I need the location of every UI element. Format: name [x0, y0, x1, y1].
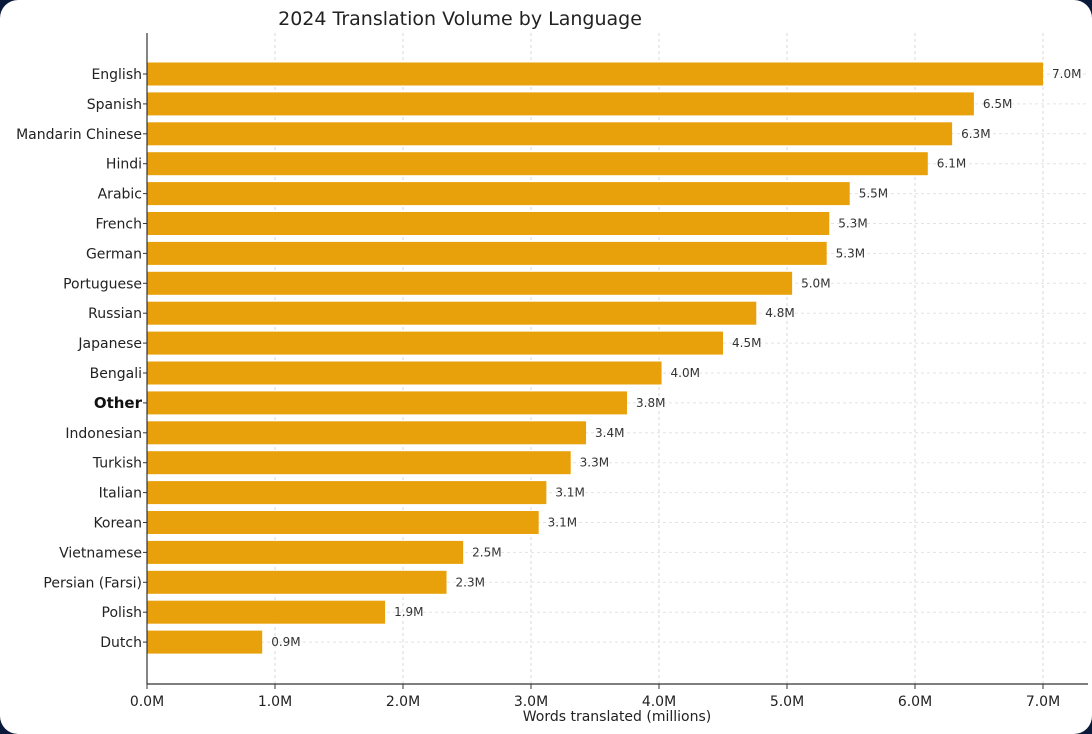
bars: 7.0M 6.5M 6.3M 6.1M 5.5M 5.3M 5.3M 5.0M 4.8M 4.5M…	[147, 62, 1081, 654]
category-label: Hindi	[106, 157, 142, 173]
value-label: 4.0M	[671, 366, 700, 380]
category-label: Persian (Farsi)	[43, 575, 142, 591]
category-label: Indonesian	[65, 426, 142, 442]
value-label: 1.9M	[394, 605, 423, 619]
x-tick-label: 4.0M	[642, 694, 676, 710]
bar-portuguese	[147, 271, 793, 295]
category-label: Spanish	[87, 97, 142, 113]
chart-title: 2024 Translation Volume by Language	[278, 8, 642, 30]
bar-arabic	[147, 182, 850, 206]
bar-polish	[147, 600, 386, 624]
category-label: Bengali	[90, 366, 142, 382]
axes: 0.0M 1.0M 2.0M 3.0M 4.0M 5.0M 6.0M 7.0M English S…	[16, 33, 1088, 710]
bar-spanish	[147, 92, 974, 116]
bar-italian	[147, 481, 547, 505]
value-label: 5.3M	[838, 217, 867, 231]
value-label: 7.0M	[1052, 67, 1081, 81]
x-tick-label: 2.0M	[386, 694, 420, 710]
x-tick-label: 0.0M	[130, 694, 164, 710]
bar-other	[147, 391, 627, 415]
value-label: 6.1M	[937, 157, 966, 171]
category-label: Polish	[102, 605, 142, 621]
category-label: English	[91, 67, 142, 83]
bar-english	[147, 62, 1043, 86]
bar-korean	[147, 511, 539, 534]
bar-bengali	[147, 361, 662, 385]
category-label: French	[95, 217, 142, 233]
category-label: Dutch	[100, 635, 142, 651]
value-label: 3.4M	[595, 426, 624, 440]
bar-vietnamese	[147, 540, 464, 564]
bar-german	[147, 241, 827, 265]
value-label: 3.1M	[555, 486, 584, 500]
value-label: 3.1M	[548, 516, 577, 530]
value-label: 4.8M	[765, 306, 794, 320]
x-tick-label: 3.0M	[514, 694, 548, 710]
bar-french	[147, 212, 830, 235]
bar-turkish	[147, 451, 571, 475]
value-label: 4.5M	[732, 336, 761, 350]
value-label: 2.3M	[456, 575, 485, 589]
value-label: 6.3M	[961, 127, 990, 141]
x-tick-label: 5.0M	[770, 694, 804, 710]
bar-hindi	[147, 152, 928, 176]
category-label: Other	[94, 394, 143, 412]
value-label: 3.3M	[580, 456, 609, 470]
value-label: 5.3M	[836, 246, 865, 260]
value-label: 3.8M	[636, 396, 665, 410]
category-label: Vietnamese	[59, 545, 142, 561]
bar-indonesian	[147, 421, 587, 445]
x-axis-title: Words translated (millions)	[523, 709, 711, 725]
category-label: Italian	[99, 486, 142, 502]
value-label: 5.5M	[859, 187, 888, 201]
value-label: 6.5M	[983, 97, 1012, 111]
x-tick-label: 1.0M	[258, 694, 292, 710]
bar-persian-farsi	[147, 570, 447, 594]
value-label: 2.5M	[472, 545, 501, 559]
bar-japanese	[147, 331, 723, 355]
bar-mandarin-chinese	[147, 122, 953, 146]
category-label: Korean	[93, 516, 142, 532]
x-tick-label: 6.0M	[898, 694, 932, 710]
value-label: 5.0M	[801, 276, 830, 290]
category-label: Russian	[88, 306, 142, 322]
bar-russian	[147, 301, 757, 325]
category-label: Portuguese	[63, 276, 142, 292]
category-label: Turkish	[92, 456, 142, 472]
value-label: 0.9M	[271, 635, 300, 649]
category-label: Arabic	[98, 187, 142, 203]
bar-dutch	[147, 630, 263, 654]
category-label: Japanese	[77, 336, 142, 352]
category-label: Mandarin Chinese	[16, 127, 142, 143]
x-tick-label: 7.0M	[1026, 694, 1060, 710]
category-label: German	[86, 246, 142, 262]
